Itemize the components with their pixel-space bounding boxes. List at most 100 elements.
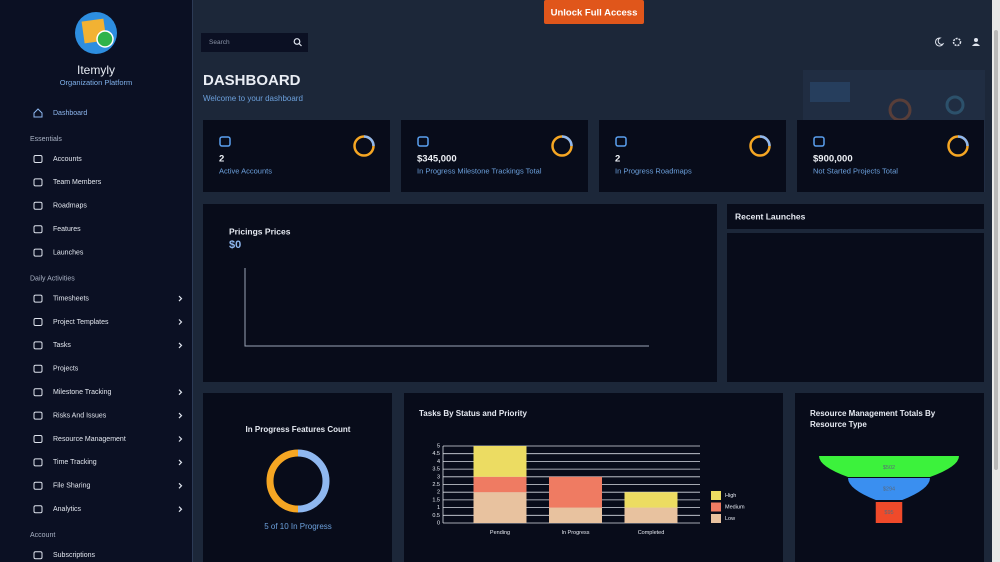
nav-item[interactable]: Timesheets: [53, 295, 89, 302]
nav-icon: [33, 201, 43, 210]
nav-chevron: [178, 412, 183, 419]
y-tick-label: 2: [437, 490, 440, 496]
funnel-card: [795, 393, 984, 562]
funnel-title-wrap: Resource Type: [810, 420, 867, 429]
bar-segment: [473, 446, 527, 477]
nav-chevron: [178, 506, 183, 513]
y-tick-label: 4.5: [432, 451, 440, 457]
y-tick-label: 1: [437, 505, 440, 511]
search-box[interactable]: [201, 33, 308, 52]
stat-value: 2: [615, 154, 620, 165]
page-subtitle: Welcome to your dashboard: [203, 94, 303, 103]
nav-item[interactable]: Subscriptions: [53, 552, 96, 559]
nav-chevron: [178, 459, 183, 466]
search-icon[interactable]: [293, 38, 301, 45]
user-icon-body: [972, 43, 980, 46]
stat-ring-accent: [561, 135, 573, 147]
nav-chevron: [178, 342, 183, 349]
launches-header: [727, 204, 984, 229]
nav-icon: [33, 341, 43, 350]
nav-item[interactable]: Roadmaps: [53, 203, 87, 210]
y-tick-label: 1.5: [432, 497, 440, 503]
stat-icon: [813, 136, 825, 147]
nav-item[interactable]: Tasks: [53, 342, 71, 349]
nav-item[interactable]: Analytics: [53, 506, 82, 513]
stat-icon: [615, 136, 627, 147]
stat-value: $900,000: [813, 154, 853, 165]
y-tick-label: 3: [437, 474, 440, 480]
nav-item[interactable]: Milestone Tracking: [53, 389, 111, 396]
nav-item[interactable]: Project Templates: [53, 319, 109, 326]
nav-icon: [33, 294, 43, 303]
funnel-label: $95: [884, 510, 893, 516]
nav-active[interactable]: Dashboard: [53, 110, 87, 117]
bar-segment: [624, 492, 678, 508]
cta-label[interactable]: Unlock Full Access: [551, 8, 638, 19]
nav-item[interactable]: Time Tracking: [53, 459, 97, 466]
donut-segment: [297, 449, 330, 513]
user-icon[interactable]: [974, 38, 978, 42]
nav-icon: [33, 364, 43, 373]
stat-card: [401, 120, 588, 192]
legend-swatch: [711, 514, 721, 523]
donut-card: [203, 393, 392, 562]
brand: Itemyly: [77, 63, 115, 77]
nav-item[interactable]: Resource Management: [53, 436, 126, 443]
home-icon: [33, 108, 43, 118]
nav-section: Essentials: [30, 136, 62, 143]
page-title: DASHBOARD: [203, 72, 301, 89]
y-tick-label: 0.5: [432, 513, 440, 519]
nav-icon: [33, 388, 43, 397]
nav-item[interactable]: Features: [53, 226, 81, 233]
y-tick-label: 0: [437, 520, 440, 526]
launches-body: [727, 233, 984, 382]
donut-segment: [266, 449, 299, 513]
donut-label: 5 of 10 In Progress: [264, 522, 332, 531]
nav-chevron: [178, 319, 183, 325]
stat-icon: [219, 136, 231, 147]
stat-value: $345,000: [417, 154, 457, 165]
legend-swatch: [711, 491, 721, 500]
donut-title: In Progress Features Count: [246, 425, 351, 434]
funnel-segment: [848, 478, 930, 500]
stat-label: In Progress Milestone Trackings Total: [417, 166, 542, 175]
nav-icon: [33, 458, 43, 467]
bar-segment: [473, 492, 527, 523]
pricing-axes: [244, 268, 649, 347]
nav-icon: [33, 155, 43, 163]
stat-ring-accent: [363, 135, 375, 147]
cta-button[interactable]: [544, 0, 644, 24]
nav-item[interactable]: File Sharing: [53, 483, 90, 490]
legend-label: High: [725, 493, 736, 499]
stat-ring-accent: [759, 135, 771, 147]
decoration-ring: [945, 95, 965, 115]
nav-chevron: [178, 436, 183, 442]
funnel-segment: [819, 456, 959, 477]
pricing-value: $0: [229, 239, 241, 251]
nav-item[interactable]: Projects: [53, 366, 79, 373]
search-placeholder[interactable]: Search: [209, 39, 230, 46]
sidebar: [0, 0, 192, 562]
settings-icon[interactable]: [952, 37, 962, 47]
nav-icon: [33, 481, 43, 490]
legend-label: Low: [725, 516, 735, 522]
nav-icon: [33, 435, 43, 443]
funnel-label: $502: [883, 465, 895, 471]
decoration-panel: [810, 82, 850, 102]
stat-icon: [417, 136, 429, 147]
theme-icon[interactable]: [935, 37, 945, 47]
x-tick-label: Completed: [638, 530, 665, 536]
stat-label: Active Accounts: [219, 166, 272, 175]
pricing-title: Pricings Prices: [229, 226, 291, 236]
nav-item[interactable]: Launches: [53, 249, 84, 256]
stat-card: [797, 120, 984, 192]
stat-card: [599, 120, 786, 192]
nav-item[interactable]: Accounts: [53, 156, 82, 163]
bar-segment: [549, 507, 602, 523]
x-tick-label: Pending: [490, 530, 510, 536]
bar-segment: [473, 476, 527, 493]
y-tick-label: 5: [437, 443, 440, 449]
nav-item[interactable]: Team Members: [53, 179, 102, 186]
nav-item[interactable]: Risks And Issues: [53, 412, 107, 419]
